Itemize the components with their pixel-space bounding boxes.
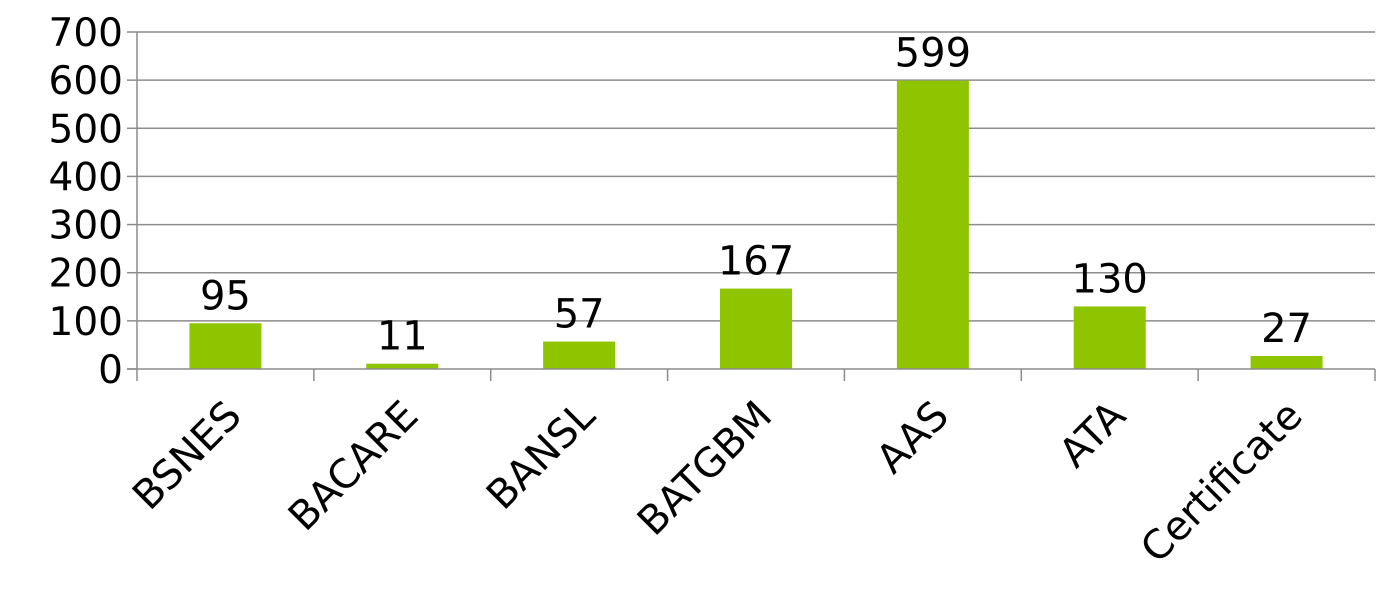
bar-value-label: 11 [377,314,428,360]
bar-batgbm [720,288,792,369]
y-tick-label: 300 [49,204,123,249]
y-tick-label: 500 [49,107,123,152]
bar-value-label: 57 [554,292,605,338]
bars [189,80,1323,370]
category-label: Certificate [1132,393,1311,572]
bar-bansl [543,341,616,369]
bar-value-label: 130 [1072,256,1148,302]
bar-value-label: 27 [1261,306,1312,352]
bar-value-label: 167 [718,239,794,285]
category-label: ATA [1051,392,1136,477]
bar-ata [1073,306,1146,369]
bar-bacare [366,363,439,369]
bar-aas [896,80,969,370]
y-tick-label: 0 [98,348,123,393]
category-label: BACARE [280,393,427,540]
bar-value-label: 95 [200,273,251,319]
y-tick-label: 600 [49,59,123,104]
bar-value-label: 599 [895,31,971,77]
gridlines [137,31,1375,322]
axes [127,31,1376,381]
category-label: AAS [868,393,958,483]
y-tick-label: 700 [49,11,123,56]
bar-certificate [1250,356,1323,369]
bar-bsnes [189,323,262,369]
y-tick-label: 100 [49,300,123,345]
y-tick-label: 200 [49,252,123,297]
bar-value-labels: 95 11 57 167 599 130 27 [200,31,1312,360]
y-tick-label: 400 [49,155,123,200]
category-label: BSNES [124,393,250,519]
category-label: BANSL [478,392,605,519]
category-label: BATGBM [629,393,781,545]
